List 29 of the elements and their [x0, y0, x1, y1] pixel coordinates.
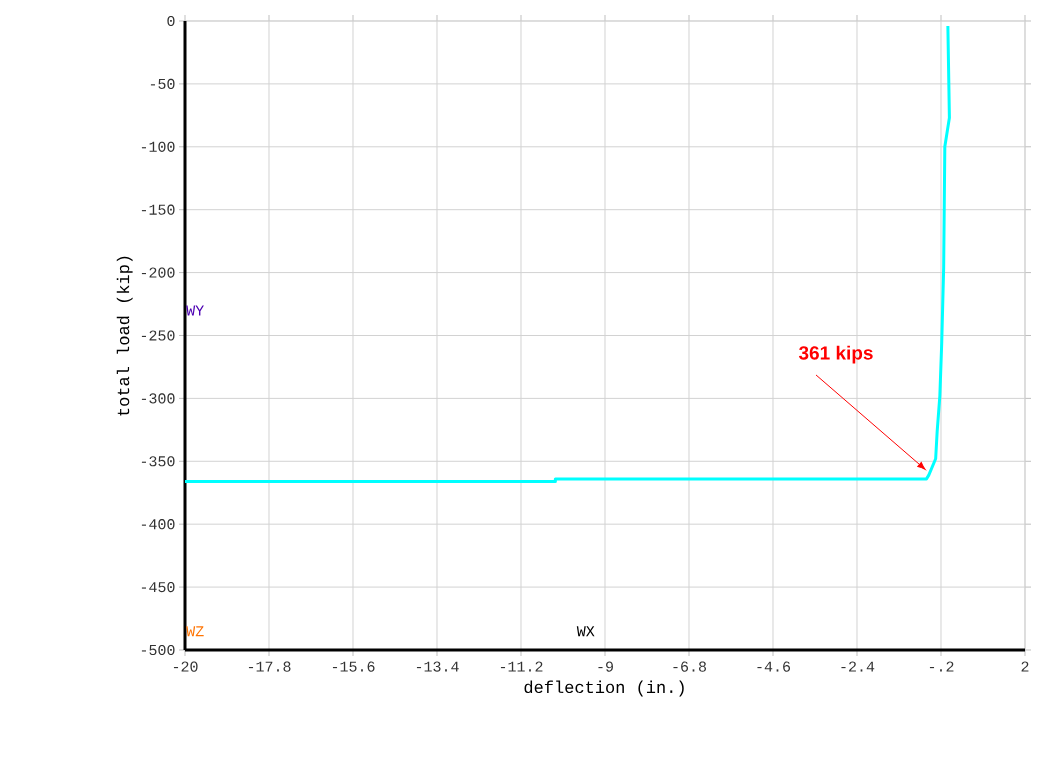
- y-tick-label: -200: [141, 267, 175, 278]
- y-tick-label: -500: [141, 644, 175, 656]
- x-tick-label: -6.8: [673, 661, 707, 672]
- annotation: 361 kips: [798, 345, 873, 364]
- y-tick-label: -400: [141, 519, 175, 530]
- x-tick-label: -.2: [929, 661, 954, 672]
- y-tick-label: -300: [141, 393, 175, 404]
- x-tick-label: -2.4: [841, 661, 875, 672]
- y-tick-label: -150: [141, 204, 175, 215]
- annotation: WX: [576, 626, 595, 637]
- x-axis-title: deflection (in.): [524, 680, 684, 697]
- annotation: WY: [186, 305, 204, 316]
- x-tick-label: -9: [598, 661, 613, 672]
- annotation: WZ: [186, 626, 204, 637]
- x-tick-label: 2: [1021, 661, 1029, 672]
- x-tick-label: -4.6: [757, 661, 791, 672]
- y-tick-label: -50: [150, 78, 175, 89]
- y-tick-label: -350: [141, 456, 175, 467]
- x-tick-label: -20: [173, 661, 198, 672]
- y-tick-label: -250: [141, 330, 175, 341]
- x-tick-label: -11.2: [500, 661, 543, 672]
- y-axis-title: total load (kip): [116, 256, 133, 416]
- y-tick-label: -450: [141, 581, 175, 593]
- y-tick-label: -100: [141, 141, 175, 152]
- x-tick-label: -13.4: [416, 661, 459, 672]
- line-series: [183, 24, 951, 483]
- x-tick-label: -17.8: [248, 661, 291, 672]
- x-tick-label: -15.6: [332, 661, 375, 672]
- y-tick-label: 0: [167, 15, 175, 27]
